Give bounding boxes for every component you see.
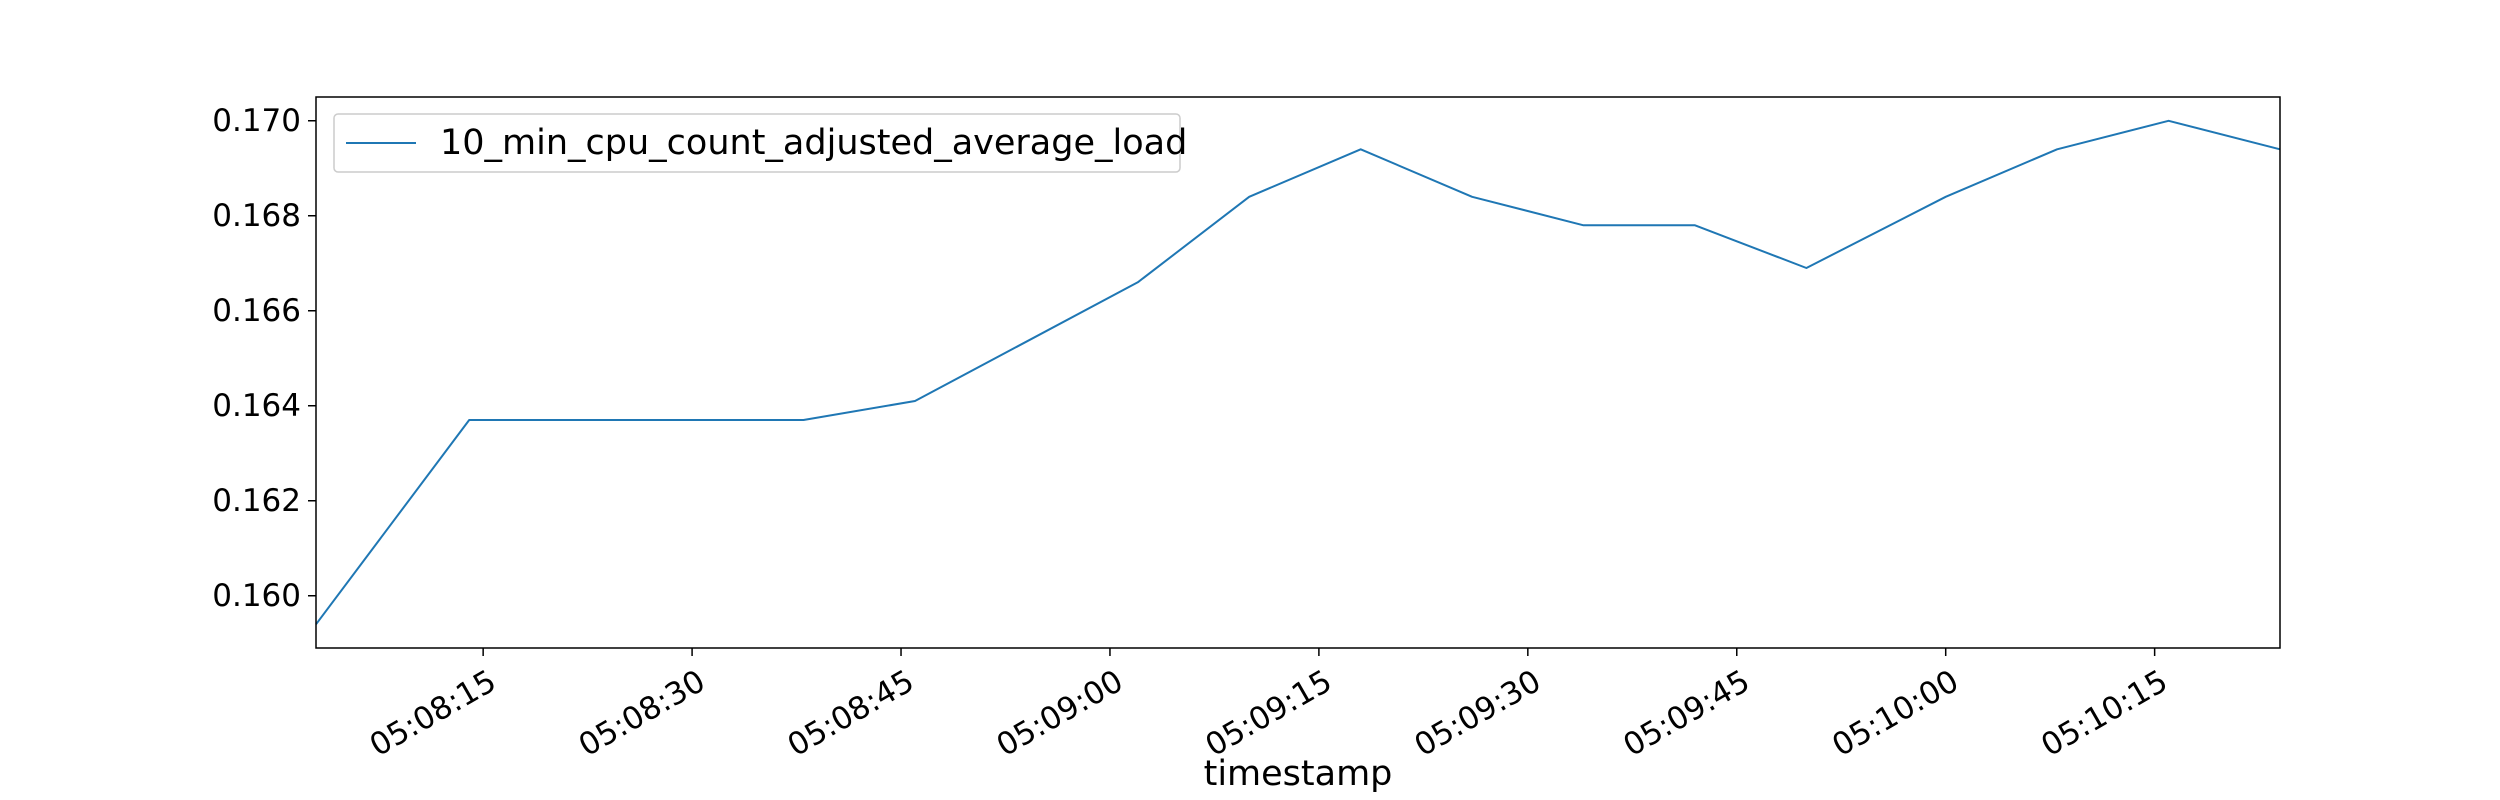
x-tick-label: 05:08:45 — [782, 663, 921, 764]
y-tick-label: 0.166 — [212, 293, 301, 329]
legend-label: 10_min_cpu_count_adjusted_average_load — [440, 123, 1187, 163]
y-tick-label: 0.168 — [212, 198, 301, 234]
x-axis: 05:08:15 05:08:30 05:08:45 05:09:00 05:09:15… — [364, 648, 2174, 764]
y-axis: 0.160 0.162 0.164 0.166 0.168 0.170 — [212, 103, 316, 614]
x-tick-label: 05:09:00 — [991, 663, 1130, 764]
x-tick-label: 05:08:15 — [364, 663, 503, 764]
x-axis-title: timestamp — [1204, 754, 1393, 794]
plot-frame — [315, 96, 2281, 649]
legend: 10_min_cpu_count_adjusted_average_load — [333, 113, 1187, 173]
x-tick-label: 05:09:45 — [1617, 663, 1756, 764]
x-tick-label: 05:10:15 — [2035, 663, 2174, 764]
y-tick-label: 0.164 — [212, 388, 301, 424]
y-tick-label: 0.162 — [212, 483, 301, 519]
series-line — [315, 119, 2281, 625]
x-tick-label: 05:09:30 — [1408, 663, 1547, 764]
legend-box — [333, 113, 1181, 173]
y-tick-label: 0.160 — [212, 578, 301, 614]
series-layer — [315, 119, 2281, 625]
x-tick-label: 05:09:15 — [1200, 663, 1339, 764]
y-tick-label: 0.170 — [212, 103, 301, 139]
x-tick-label: 05:08:30 — [573, 663, 712, 764]
x-tick-label: 05:10:00 — [1826, 663, 1965, 764]
